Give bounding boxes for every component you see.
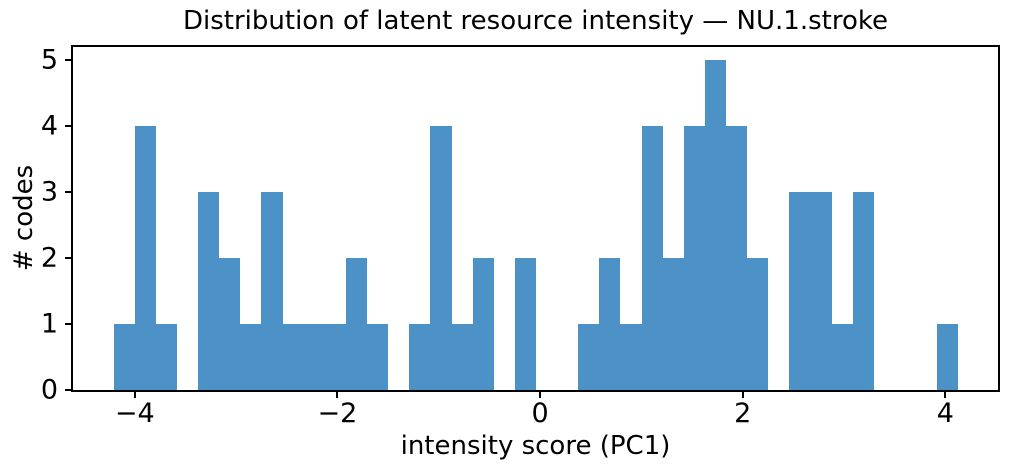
y-tick-label: 4	[40, 110, 58, 142]
x-tick-label: 0	[531, 398, 549, 429]
x-tick-mark	[133, 392, 136, 398]
y-axis-label: # codes	[9, 164, 39, 272]
histogram-bar	[219, 257, 241, 390]
y-tick-mark	[65, 124, 71, 127]
y-tick-label: 0	[40, 374, 58, 406]
x-axis-label: intensity score (PC1)	[400, 431, 671, 461]
histogram-bar	[747, 257, 769, 390]
histogram-bar	[620, 323, 642, 390]
histogram-bar	[240, 323, 262, 390]
y-tick-label: 2	[40, 242, 58, 274]
x-tick-label: 4	[936, 398, 954, 429]
histogram-bar	[261, 191, 283, 390]
y-tick-label: 5	[40, 44, 58, 76]
y-tick-mark	[65, 58, 71, 61]
y-tick-mark	[65, 322, 71, 325]
x-tick-mark	[741, 392, 744, 398]
x-tick-mark	[539, 392, 542, 398]
histogram-bar	[345, 257, 367, 390]
histogram-bar	[198, 191, 220, 390]
x-tick-mark	[944, 392, 947, 398]
histogram-bar	[134, 125, 156, 390]
histogram-bar	[599, 257, 621, 390]
histogram-bar	[937, 323, 959, 390]
histogram-bar	[683, 125, 705, 390]
histogram-bar	[155, 323, 177, 390]
y-tick-label: 3	[40, 176, 58, 208]
y-tick-label: 1	[40, 308, 58, 340]
x-tick-label: 2	[734, 398, 752, 429]
chart-title: Distribution of latent resource intensit…	[183, 6, 888, 36]
x-tick-label: −2	[317, 398, 358, 429]
histogram-bar	[282, 323, 304, 390]
histogram-bar	[831, 323, 853, 390]
histogram-bar	[810, 191, 832, 390]
histogram-bar	[451, 323, 473, 390]
histogram-bar	[852, 191, 874, 390]
x-tick-label: −4	[114, 398, 155, 429]
histogram-bar	[662, 257, 684, 390]
histogram-bar	[641, 125, 663, 390]
histogram-bar	[789, 191, 811, 390]
histogram-bar	[367, 323, 389, 390]
histogram-bar	[472, 257, 494, 390]
y-tick-mark	[65, 256, 71, 259]
histogram-bar	[578, 323, 600, 390]
histogram-bar	[726, 125, 748, 390]
histogram-bar	[430, 125, 452, 390]
histogram-bar	[409, 323, 431, 390]
x-tick-mark	[336, 392, 339, 398]
y-tick-mark	[65, 190, 71, 193]
y-tick-mark	[65, 389, 71, 391]
histogram-bar	[704, 59, 727, 390]
histogram-bar	[514, 257, 536, 390]
histogram-bar	[324, 323, 346, 390]
histogram-bar	[113, 323, 135, 390]
histogram-bar	[303, 323, 325, 390]
